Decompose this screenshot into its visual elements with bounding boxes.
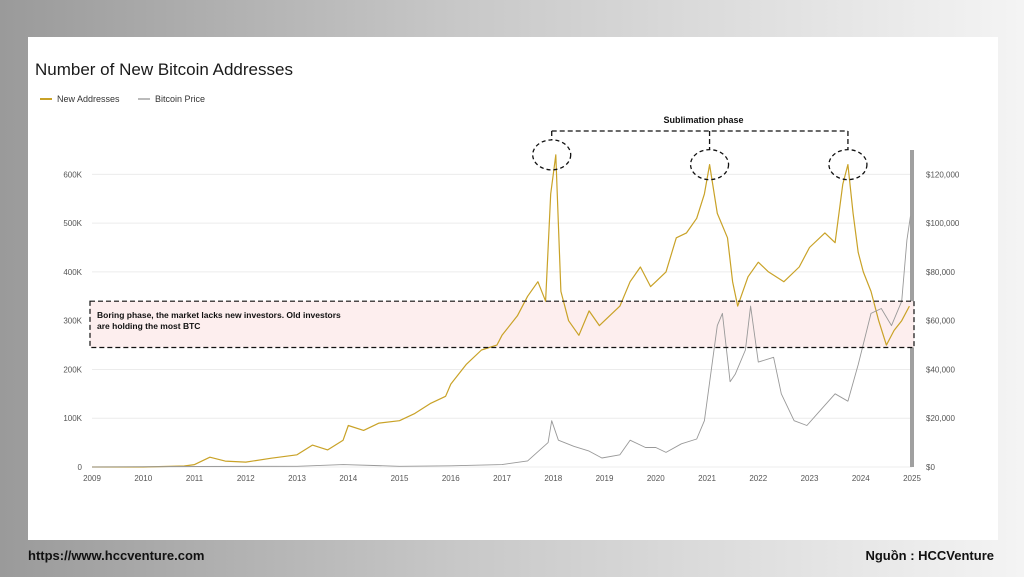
chart-title: Number of New Bitcoin Addresses <box>35 60 293 79</box>
footer-website-link[interactable]: https://www.hccventure.com <box>28 548 205 563</box>
chart-card <box>28 37 998 540</box>
legend-label-bitcoin-price: Bitcoin Price <box>155 94 206 104</box>
legend-swatch-bitcoin-price <box>138 98 151 100</box>
legend-item-bitcoin-price: Bitcoin Price <box>138 94 205 104</box>
chart-legend: New Addresses Bitcoin Price <box>40 92 221 104</box>
legend-swatch-new-addresses <box>40 98 52 100</box>
legend-label-new-addresses: New Addresses <box>57 94 120 104</box>
footer-source-text: Nguồn : HCCVenture <box>865 548 994 563</box>
legend-item-new-addresses: New Addresses <box>40 94 120 104</box>
